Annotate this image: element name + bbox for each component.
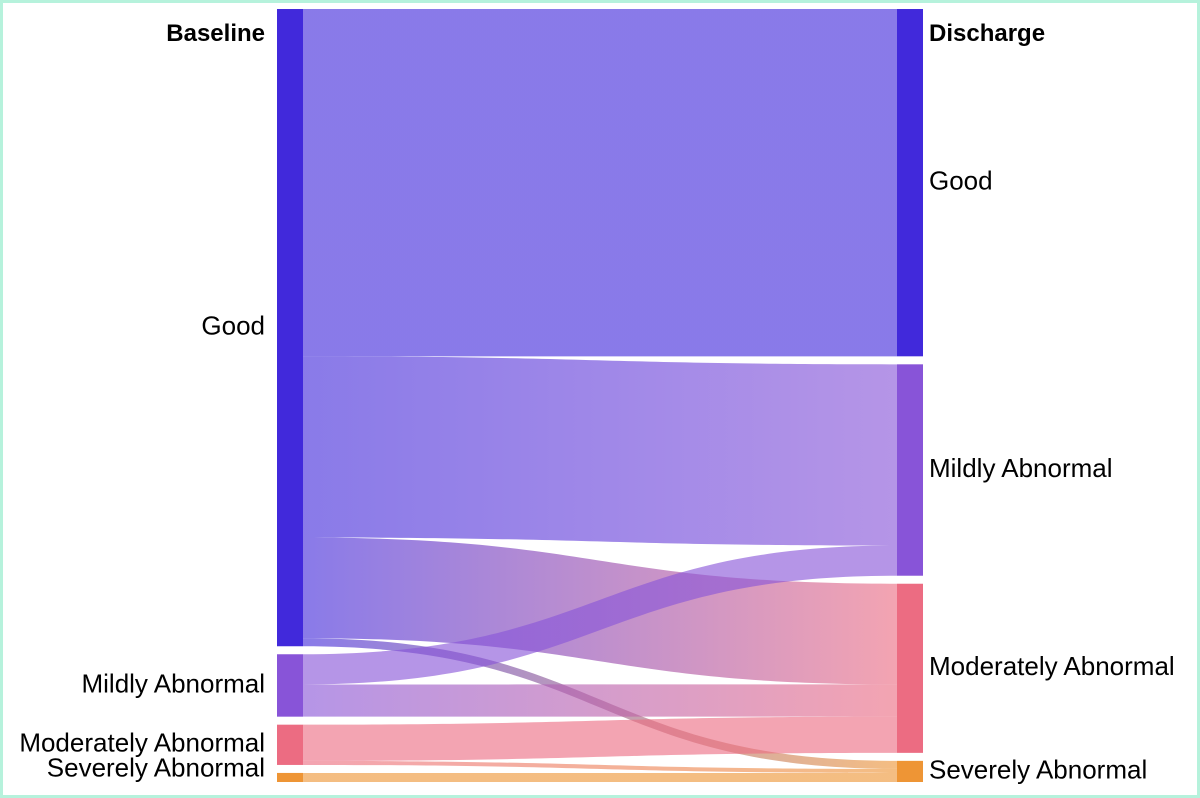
nodes-layer — [277, 9, 923, 782]
node-baseline-mildly-abnormal[interactable] — [277, 654, 303, 717]
column-title-discharge: Discharge — [929, 20, 1045, 47]
node-discharge-good[interactable] — [897, 9, 923, 357]
node-label-discharge-good: Good — [929, 166, 993, 196]
node-label-discharge-moderately-abnormal: Moderately Abnormal — [929, 651, 1175, 681]
node-label-baseline-severely-abnormal: Severely Abnormal — [47, 752, 265, 782]
node-label-baseline-mildly-abnormal: Mildly Abnormal — [81, 668, 265, 698]
node-baseline-good[interactable] — [277, 9, 303, 647]
node-baseline-moderately-abnormal[interactable] — [277, 724, 303, 765]
node-discharge-severely-abnormal[interactable] — [897, 760, 923, 782]
link-b-mild-to-d-mod[interactable] — [303, 684, 897, 717]
link-b-mod-to-d-mod[interactable] — [303, 716, 897, 761]
link-b-good-to-d-good[interactable] — [303, 9, 897, 357]
node-discharge-mildly-abnormal[interactable] — [897, 364, 923, 576]
links-layer — [303, 9, 897, 782]
node-label-discharge-mildly-abnormal: Mildly Abnormal — [929, 453, 1113, 483]
link-b-good-to-d-mild[interactable] — [303, 356, 897, 546]
link-b-mild-to-d-mild[interactable] — [303, 545, 897, 685]
link-b-sev-to-d-sev[interactable] — [303, 772, 897, 782]
node-label-baseline-good: Good — [201, 311, 265, 341]
node-label-discharge-severely-abnormal: Severely Abnormal — [929, 754, 1147, 784]
node-baseline-severely-abnormal[interactable] — [277, 772, 303, 782]
node-discharge-moderately-abnormal[interactable] — [897, 583, 923, 753]
link-b-mod-to-d-sev[interactable] — [303, 760, 897, 773]
node-label-baseline-moderately-abnormal: Moderately Abnormal — [19, 728, 265, 758]
column-title-baseline: Baseline — [166, 20, 265, 47]
